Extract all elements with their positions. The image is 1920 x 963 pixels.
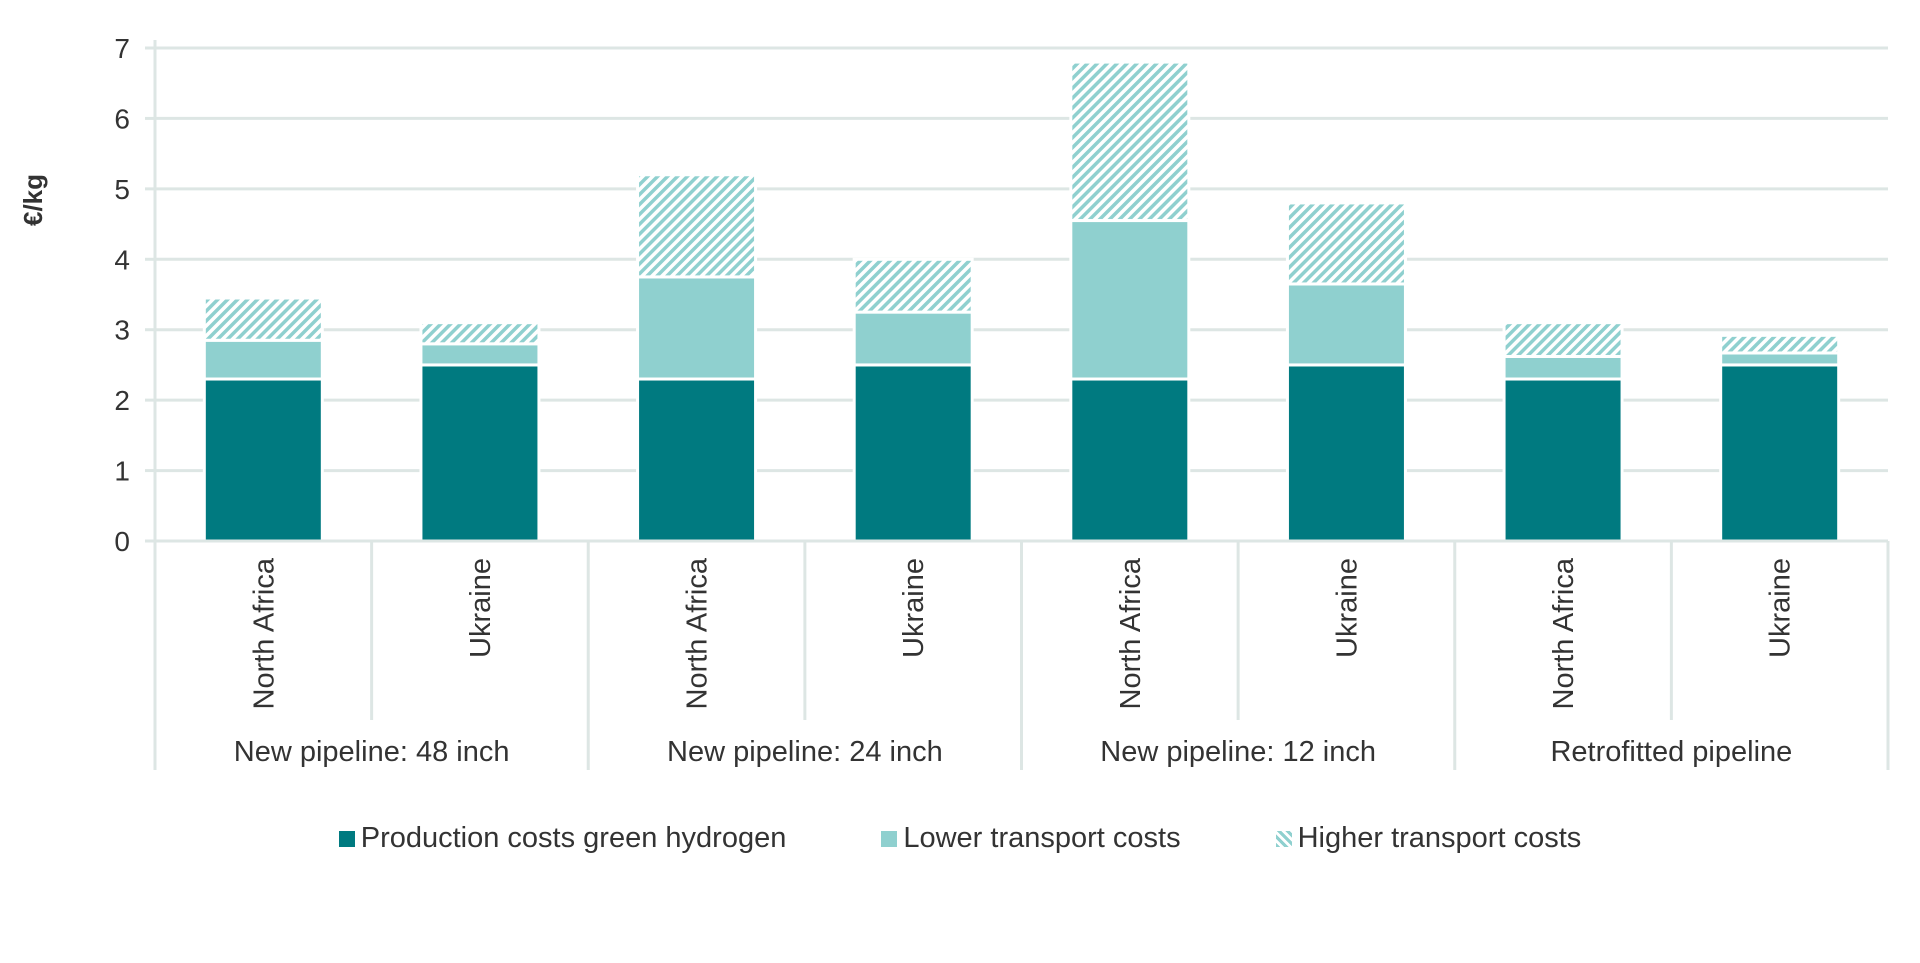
category-label: North Africa	[1115, 557, 1147, 709]
axes: 0 1 2 3 4 5 6 7 North Africa Ukraine New pipeline:…	[114, 33, 1890, 770]
legend-swatch-production	[338, 830, 355, 847]
bar-segment-higher-transport	[636, 173, 758, 279]
y-tick-label: 7	[114, 33, 130, 64]
group-label: New pipeline: 24 inch	[667, 736, 943, 768]
category-label: Ukraine	[1765, 558, 1797, 658]
bar-segment-higher-transport	[1069, 60, 1191, 223]
bar-segment-lower-transport	[1069, 219, 1191, 381]
bar-segment-production	[1502, 377, 1624, 543]
bar-segment-production	[636, 377, 758, 543]
legend-label-production: Production costs green hydrogen	[360, 822, 787, 854]
bar-segment-lower-transport	[852, 310, 974, 367]
bar-segment-lower-transport	[636, 275, 758, 381]
bar-segment-production	[1719, 363, 1841, 543]
stacked-bar-chart: €/kg 0 1 2 3 4 5 6 7 North Africa Ukraine New pipe…	[18, 33, 1890, 770]
bar-segment-lower-transport	[1502, 354, 1624, 381]
bar-segment-lower-transport	[202, 338, 324, 381]
y-tick-label: 0	[114, 526, 130, 557]
bars	[202, 60, 1841, 543]
bar-segment-higher-transport	[1502, 321, 1624, 358]
category-label: Ukraine	[898, 558, 930, 658]
bar-segment-higher-transport	[202, 296, 324, 342]
bar-segment-production	[852, 363, 974, 543]
bar-segment-lower-transport	[419, 342, 541, 367]
y-tick-label: 3	[114, 315, 130, 346]
legend-swatch-higher-transport	[1275, 830, 1292, 847]
y-tick-label: 2	[114, 385, 130, 416]
y-tick-label: 6	[114, 103, 130, 134]
bar-segment-lower-transport	[1719, 351, 1841, 367]
category-label: Ukraine	[465, 558, 497, 658]
bar-segment-higher-transport	[419, 321, 541, 346]
bar-segment-production	[419, 363, 541, 543]
category-label: North Africa	[248, 557, 280, 709]
gridlines	[155, 46, 1888, 543]
legend-item-lower-transport: Lower transport costs	[881, 822, 1181, 855]
group-label: New pipeline: 12 inch	[1100, 736, 1376, 768]
category-label: Ukraine	[1331, 558, 1363, 658]
legend-item-production: Production costs green hydrogen	[338, 822, 787, 855]
bar-segment-lower-transport	[1285, 282, 1407, 367]
legend-swatch-lower-transport	[881, 830, 898, 847]
legend-label-lower-transport: Lower transport costs	[903, 822, 1181, 854]
bar-segment-higher-transport	[852, 257, 974, 314]
y-tick-label: 4	[114, 244, 130, 275]
group-label: Retrofitted pipeline	[1550, 736, 1792, 768]
category-label: North Africa	[1548, 557, 1580, 709]
y-tick-label: 1	[114, 456, 130, 487]
bar-segment-production	[1069, 377, 1191, 543]
y-axis-label: €/kg	[18, 174, 48, 226]
legend-label-higher-transport: Higher transport costs	[1297, 822, 1582, 854]
legend-item-higher-transport: Higher transport costs	[1275, 822, 1582, 855]
bar-segment-higher-transport	[1285, 201, 1407, 286]
bar-segment-production	[1285, 363, 1407, 543]
bar-segment-production	[202, 377, 324, 543]
bar-segment-higher-transport	[1719, 333, 1841, 355]
y-tick-label: 5	[114, 174, 130, 205]
legend: Production costs green hydrogen Lower tr…	[0, 822, 1920, 855]
group-label: New pipeline: 48 inch	[234, 736, 510, 768]
category-label: North Africa	[682, 557, 714, 709]
